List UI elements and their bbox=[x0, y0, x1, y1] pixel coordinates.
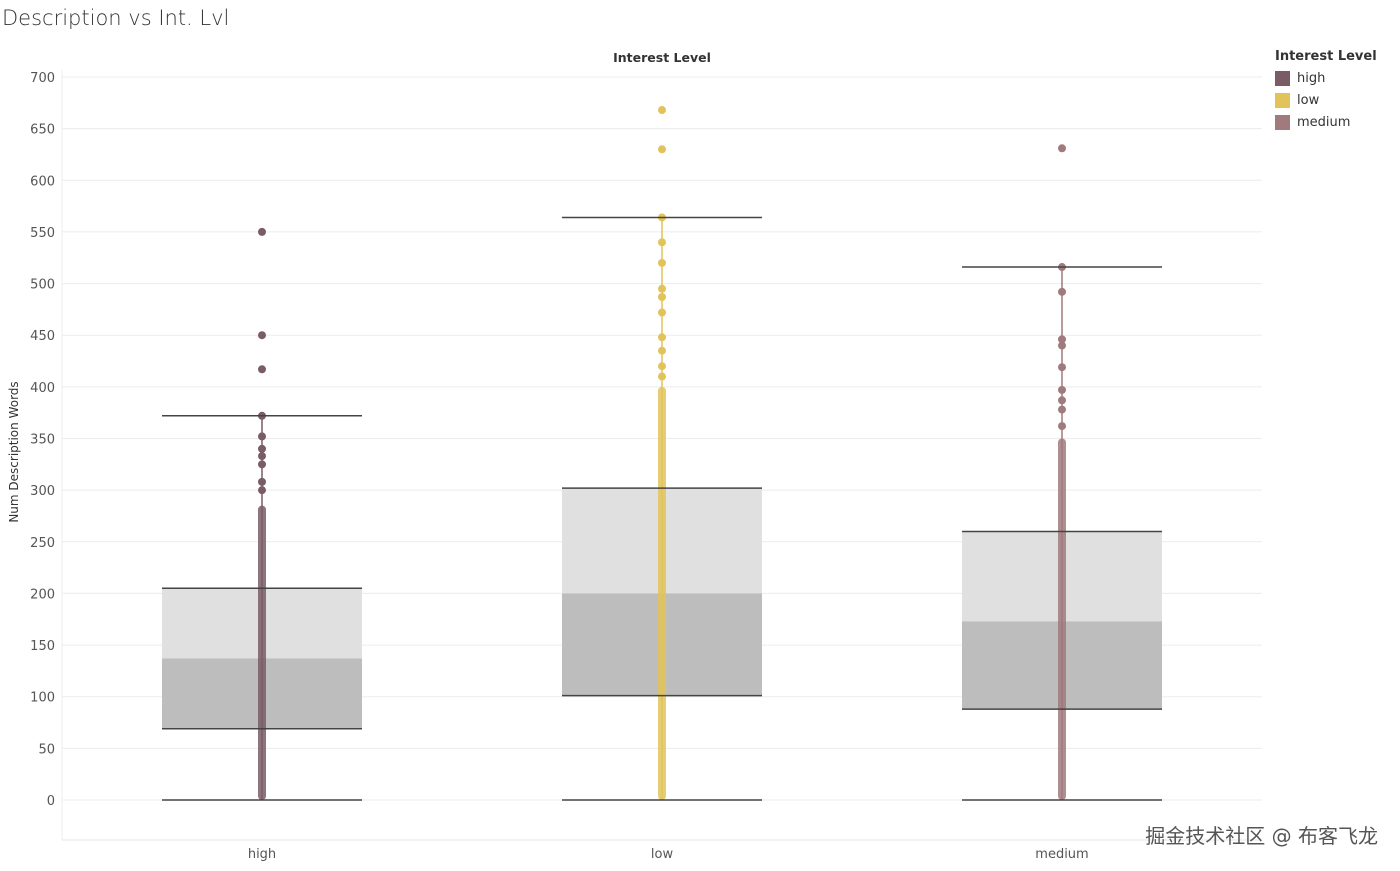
data-point bbox=[258, 331, 266, 340]
data-point bbox=[658, 258, 666, 267]
data-point bbox=[658, 346, 666, 355]
y-tick-label: 450 bbox=[30, 329, 55, 344]
data-point bbox=[258, 486, 266, 495]
legend-item-high[interactable]: high bbox=[1275, 67, 1377, 89]
legend-swatch bbox=[1275, 114, 1290, 130]
dense-points-high bbox=[258, 505, 266, 800]
y-tick-label: 700 bbox=[30, 71, 55, 86]
data-point bbox=[1058, 363, 1066, 372]
data-point bbox=[658, 238, 666, 247]
data-point bbox=[658, 362, 666, 371]
legend-swatch bbox=[1275, 70, 1290, 86]
y-tick-label: 250 bbox=[30, 536, 55, 551]
data-point bbox=[658, 284, 666, 293]
legend-item-medium[interactable]: medium bbox=[1275, 111, 1377, 133]
data-point bbox=[258, 477, 266, 486]
y-tick-label: 100 bbox=[30, 691, 55, 706]
y-tick-label: 300 bbox=[30, 484, 55, 499]
data-point bbox=[258, 444, 266, 453]
data-point bbox=[258, 452, 266, 461]
y-tick-label: 400 bbox=[30, 381, 55, 396]
data-point bbox=[658, 372, 666, 381]
y-tick-label: 500 bbox=[30, 278, 55, 293]
y-tick-label: 350 bbox=[30, 433, 55, 448]
legend-item-low[interactable]: low bbox=[1275, 89, 1377, 111]
data-point bbox=[1058, 385, 1066, 394]
y-tick-label: 600 bbox=[30, 174, 55, 189]
x-tick-label: high bbox=[248, 847, 276, 862]
watermark: 掘金技术社区 @ 布客飞龙 bbox=[1145, 824, 1378, 848]
data-point bbox=[658, 333, 666, 342]
data-point bbox=[1058, 405, 1066, 414]
legend-swatch bbox=[1275, 92, 1290, 108]
legend-label: high bbox=[1297, 70, 1326, 86]
legend-title: Interest Level bbox=[1275, 49, 1377, 64]
data-point bbox=[1058, 335, 1066, 344]
legend: Interest Level high low medium bbox=[1275, 49, 1377, 133]
y-tick-label: 650 bbox=[30, 123, 55, 138]
y-tick-label: 150 bbox=[30, 639, 55, 654]
data-point bbox=[658, 308, 666, 317]
y-tick-label: 200 bbox=[30, 587, 55, 602]
data-point bbox=[258, 365, 266, 374]
data-point bbox=[1058, 144, 1066, 153]
data-point bbox=[1058, 396, 1066, 405]
x-tick-label: medium bbox=[1035, 847, 1088, 862]
legend-label: low bbox=[1297, 92, 1320, 108]
y-tick-label: 50 bbox=[38, 742, 55, 757]
dense-points-medium bbox=[1058, 438, 1066, 800]
dense-points-low bbox=[658, 386, 666, 800]
x-tick-label: low bbox=[651, 847, 674, 862]
y-tick-label: 550 bbox=[30, 226, 55, 241]
data-point bbox=[1058, 341, 1066, 350]
data-point bbox=[658, 145, 666, 154]
data-point bbox=[1058, 422, 1066, 431]
data-point bbox=[658, 292, 666, 301]
data-point bbox=[258, 460, 266, 469]
data-point bbox=[658, 106, 666, 115]
chart-title: Description vs Int. Lvl bbox=[2, 6, 230, 30]
legend-label: medium bbox=[1297, 114, 1351, 130]
data-point bbox=[258, 227, 266, 236]
y-axis-title: Num Description Words bbox=[7, 381, 21, 522]
data-point bbox=[258, 432, 266, 441]
y-tick-label: 0 bbox=[47, 794, 55, 809]
column-header: Interest Level bbox=[613, 50, 711, 65]
data-point bbox=[1058, 287, 1066, 296]
